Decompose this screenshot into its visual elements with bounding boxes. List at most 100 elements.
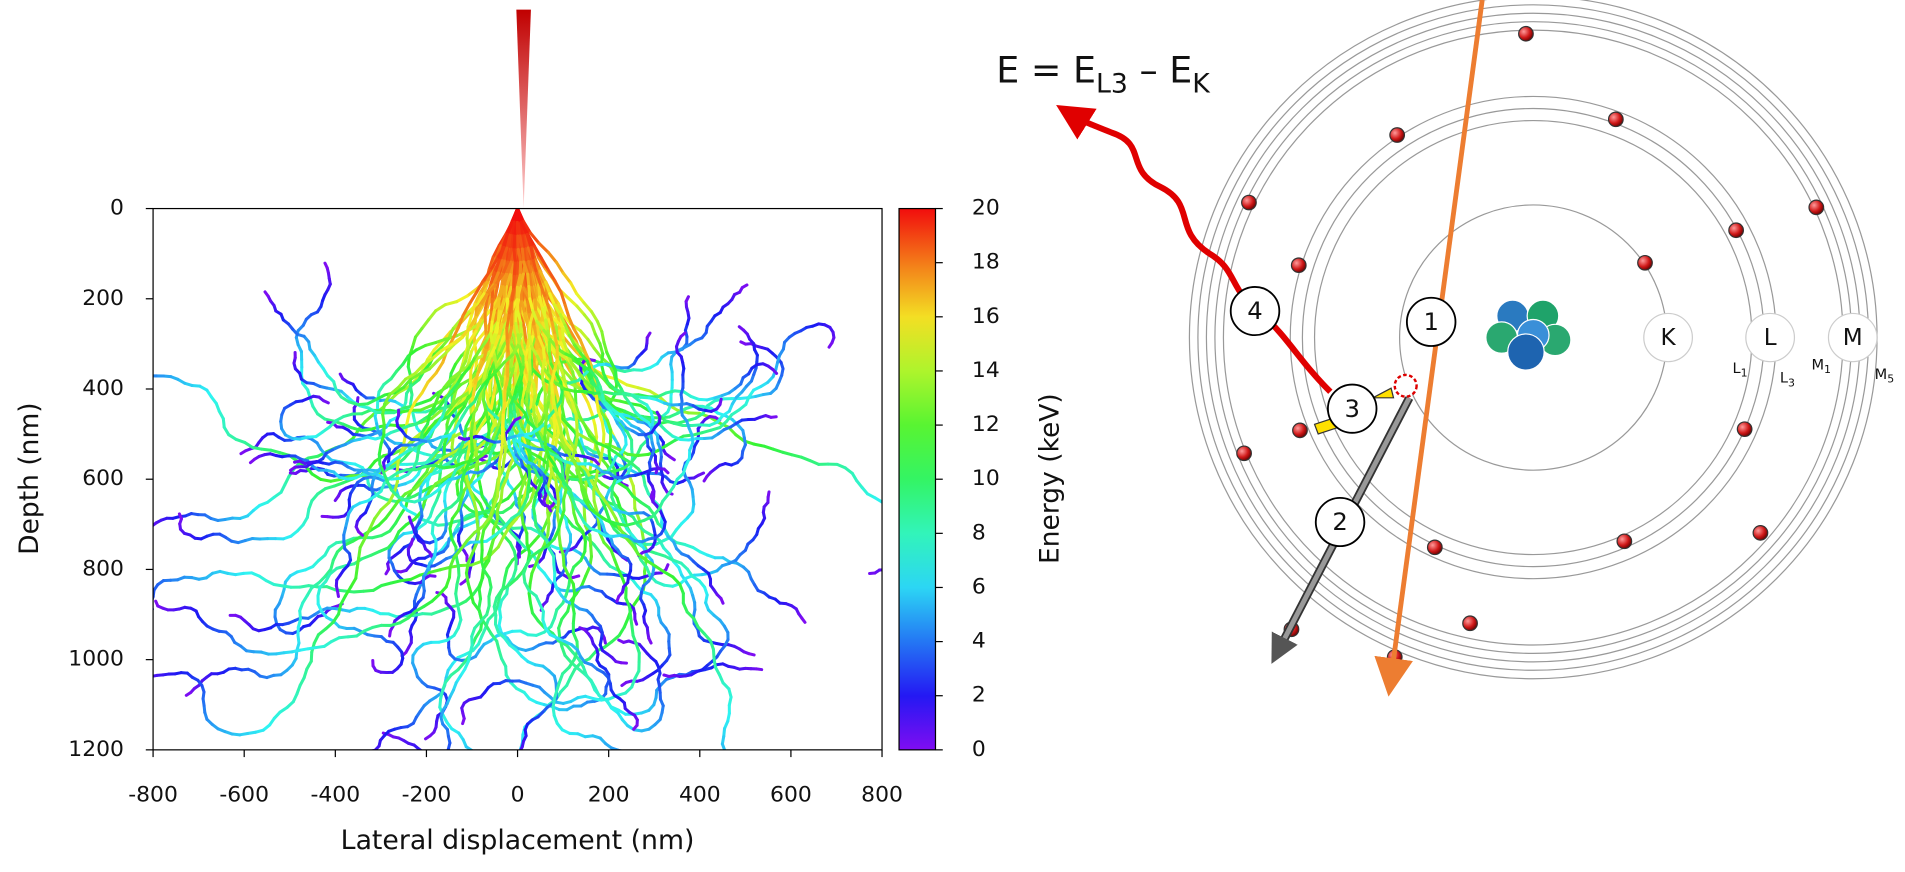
trajectory-segment (455, 356, 461, 365)
trajectory-segment (647, 333, 650, 338)
trajectory-segment (488, 420, 489, 430)
trajectory-segment (416, 345, 425, 350)
trajectory-segment (466, 573, 468, 583)
trajectory-segment (515, 373, 516, 384)
trajectory-segment (456, 762, 462, 764)
trajectory-segment (428, 373, 436, 382)
trajectory-segment (577, 306, 585, 315)
trajectory-segment (471, 304, 474, 316)
trajectory-segment (638, 454, 648, 455)
trajectory-segment (590, 535, 591, 546)
trajectory-segment (580, 628, 585, 630)
trajectory-segment (137, 646, 138, 651)
trajectory-segment (627, 385, 638, 388)
trajectory-segment (409, 517, 411, 522)
trajectory-segment (802, 618, 805, 622)
trajectory-segment (397, 459, 398, 470)
trajectory-segment (539, 787, 541, 792)
trajectory-segment (413, 337, 416, 347)
trajectory-segment (445, 302, 456, 305)
trajectory-segment (548, 524, 549, 535)
trajectory-segment (422, 382, 428, 393)
trajectory-segment (451, 364, 455, 373)
trajectory-segment (476, 771, 478, 778)
trajectory-segment (604, 638, 605, 643)
trajectory-segment (136, 629, 138, 635)
trajectory-segment (564, 490, 566, 500)
trajectory-segment (547, 459, 548, 469)
trajectory-segment (622, 682, 626, 685)
trajectory-segment (426, 758, 430, 763)
trajectory-segment (891, 570, 897, 572)
trajectory-segment (526, 800, 531, 804)
trajectory-segment (557, 513, 559, 524)
trajectory-segment (528, 302, 529, 315)
trajectory-segment (548, 513, 549, 524)
trajectory-segment (664, 758, 670, 759)
trajectory-segment (562, 406, 564, 416)
trajectory-segment (365, 415, 373, 422)
trajectory-segment (515, 362, 517, 373)
trajectory-segment (325, 263, 327, 268)
trajectory-segment (560, 331, 562, 343)
trajectory-segment (321, 479, 331, 481)
trajectory-segment (813, 771, 816, 776)
trajectory-segment (488, 755, 494, 759)
trajectory-segment (107, 367, 110, 372)
trajectory-segment (359, 547, 360, 557)
trajectory-segment (549, 392, 550, 403)
trajectory-segment (250, 459, 254, 462)
trajectory-segment (808, 768, 813, 772)
trajectory-segment (461, 581, 465, 584)
trajectory-segment (470, 369, 471, 381)
trajectory-segment (754, 444, 764, 446)
trajectory-segment (79, 348, 83, 351)
trajectory-segment (519, 492, 520, 503)
trajectory-segment (889, 505, 897, 507)
trajectory-segment (381, 502, 389, 509)
trajectory-segment (595, 460, 599, 464)
trajectory-segment (742, 285, 747, 288)
trajectory-segment (77, 343, 79, 348)
trajectory-segment (357, 558, 359, 568)
trajectory-segment (415, 393, 422, 403)
trajectory-segment (803, 765, 809, 767)
trajectory-segment (533, 396, 535, 407)
trajectory-segment (604, 342, 607, 352)
trajectory-segment (617, 596, 619, 601)
trajectory-segment (522, 513, 524, 523)
trajectory-segment (541, 782, 543, 787)
trajectory-segment (479, 791, 484, 795)
trajectory-segment (819, 787, 824, 790)
trajectory-segment (179, 514, 181, 519)
trajectory-segment (601, 354, 602, 364)
trajectory-segment (137, 680, 141, 683)
trajectory-segment (489, 801, 491, 807)
trajectory-segment (580, 331, 588, 340)
trajectory-segment (721, 598, 723, 603)
trajectory-segment (536, 377, 537, 389)
trajectory-segment (474, 753, 481, 755)
trajectory-segment (531, 796, 536, 800)
trajectory-segment (797, 762, 803, 765)
trajectory-segment (484, 796, 489, 801)
trajectory-segment (331, 479, 341, 481)
trajectory-segment (539, 243, 548, 252)
trajectory-segment (824, 791, 828, 795)
trajectory-segment (75, 339, 78, 344)
trajectory-segment (658, 759, 664, 761)
trajectory-segment (462, 759, 468, 763)
trajectory-segment (411, 575, 420, 579)
trajectory-segment (703, 769, 705, 774)
trajectory-segment (817, 782, 819, 787)
trajectory-segment (436, 362, 443, 373)
trajectory-segment (530, 360, 531, 372)
trajectory-segment (494, 759, 501, 760)
trajectory-segment (602, 332, 604, 343)
trajectory-segment (357, 398, 358, 403)
trajectory-segment (785, 760, 791, 762)
trajectory-segment (407, 413, 410, 425)
trajectory-segment (664, 469, 668, 473)
trajectory-segment (577, 294, 584, 303)
trajectory-segment (430, 553, 432, 558)
